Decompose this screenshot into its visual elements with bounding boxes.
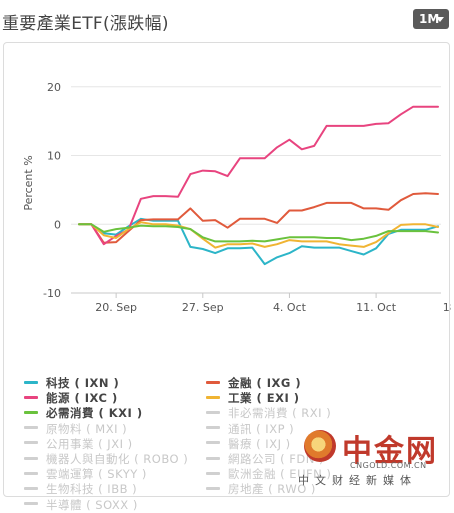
- legend-item[interactable]: 能源 ( IXC ): [24, 390, 118, 406]
- legend-swatch: [206, 471, 220, 475]
- legend-swatch: [24, 486, 38, 490]
- y-tick-label: 20: [47, 81, 61, 94]
- watermark-logo: 中金网 CNGOLD.COM.CN 中文财经新媒体: [298, 428, 450, 490]
- watermark-brand: 中金网: [342, 434, 438, 469]
- brand-logo-icon: [304, 430, 336, 462]
- header: 重要產業ETF(漲跌幅) 1M: [0, 0, 454, 40]
- legend-item[interactable]: 生物科技 ( IBB ): [24, 481, 137, 497]
- watermark-url: CNGOLD.COM.CN: [350, 461, 427, 470]
- x-tick-label: 11. Oct: [356, 301, 397, 314]
- legend-item[interactable]: 非必需消費 ( RXI ): [206, 405, 331, 421]
- legend-swatch: [206, 441, 220, 445]
- series-line: [78, 221, 439, 249]
- x-tick-label: 4. Oct: [273, 301, 307, 314]
- legend-label: 歐洲金融 ( EUFN ): [228, 467, 332, 482]
- series-line: [78, 217, 439, 266]
- y-tick-label: 10: [47, 150, 61, 163]
- legend-swatch: [206, 456, 220, 460]
- legend-item[interactable]: 原物料 ( MXI ): [24, 421, 127, 437]
- legend-label: 金融 ( IXG ): [228, 376, 302, 390]
- x-tick-label: 20. Sep: [95, 301, 137, 314]
- page-title: 重要產業ETF(漲跌幅): [2, 14, 169, 34]
- chart-panel: -10 0 10 20 20. Sep 27. Sep 4. Oct 11. Oct 18. O…: [3, 42, 451, 512]
- caret-down-icon: [436, 17, 444, 22]
- legend-swatch: [24, 395, 38, 399]
- legend-label: 房地產 ( RWO ): [228, 482, 316, 497]
- legend-label: 工業 ( EXI ): [228, 391, 300, 406]
- legend-swatch: [24, 426, 38, 430]
- legend-item[interactable]: 網路公司 ( FDN ): [206, 451, 324, 467]
- line-chart: -10 0 10 20 20. Sep 27. Sep 4. Oct 11. Oct 18. O…: [22, 81, 451, 314]
- legend-item[interactable]: 公用事業 ( JXI ): [24, 436, 133, 452]
- legend-label: 雲端運算 ( SKYY ): [46, 467, 147, 482]
- legend-label: 科技 ( IXN ): [46, 376, 120, 390]
- legend-item[interactable]: 機器人與自動化 ( ROBO ): [24, 451, 188, 467]
- legend-item[interactable]: 通訊 ( IXP ): [206, 421, 294, 437]
- legend-item[interactable]: 雲端運算 ( SKYY ): [24, 466, 147, 482]
- legend-item[interactable]: 房地產 ( RWO ): [206, 481, 316, 497]
- series-line: [78, 105, 439, 246]
- y-axis-title: Percent %: [22, 155, 35, 210]
- legend-swatch: [24, 380, 38, 384]
- legend-label: 公用事業 ( JXI ): [46, 436, 133, 451]
- legend-label: 通訊 ( IXP ): [228, 421, 295, 436]
- legend-label: 生物科技 ( IBB ): [46, 482, 138, 497]
- legend-swatch: [206, 486, 220, 490]
- legend-item[interactable]: 工業 ( EXI ): [206, 390, 300, 406]
- legend-item[interactable]: 金融 ( IXG ): [206, 375, 301, 391]
- legend-swatch: [24, 456, 38, 460]
- legend-swatch: [24, 441, 38, 445]
- legend-item[interactable]: 醫療 ( IXJ ): [206, 436, 291, 452]
- y-tick-label: -10: [43, 287, 61, 300]
- legend-label: 非必需消費 ( RXI ): [228, 406, 332, 421]
- legend-item[interactable]: 科技 ( IXN ): [24, 375, 119, 391]
- legend-item[interactable]: 歐洲金融 ( EUFN ): [206, 466, 331, 482]
- legend-swatch: [206, 395, 220, 399]
- range-label: 1M: [419, 12, 440, 26]
- legend-swatch: [24, 502, 38, 506]
- legend-swatch: [24, 410, 38, 414]
- legend-swatch: [24, 471, 38, 475]
- legend-label: 原物料 ( MXI ): [46, 421, 128, 436]
- y-tick-label: 0: [54, 218, 61, 231]
- legend-item[interactable]: 必需消費 ( KXI ): [24, 405, 143, 421]
- range-dropdown-button[interactable]: 1M: [413, 9, 449, 29]
- legend-label: 網路公司 ( FDN ): [228, 452, 325, 466]
- legend-label: 必需消費 ( KXI ): [46, 406, 143, 421]
- x-tick-label: 18. Oct: [443, 301, 451, 314]
- legend-swatch: [206, 410, 220, 414]
- watermark-tagline: 中文财经新媒体: [298, 474, 417, 487]
- x-tick-label: 27. Sep: [182, 301, 224, 314]
- legend-label: 能源 ( IXC ): [46, 391, 118, 406]
- legend-item[interactable]: 半導體 ( SOXX ): [24, 497, 138, 513]
- series-line: [78, 223, 439, 243]
- legend-label: 醫療 ( IXJ ): [228, 436, 291, 451]
- legend-label: 機器人與自動化 ( ROBO ): [46, 452, 189, 466]
- legend-swatch: [206, 426, 220, 430]
- series-line: [78, 192, 439, 244]
- legend-swatch: [206, 380, 220, 384]
